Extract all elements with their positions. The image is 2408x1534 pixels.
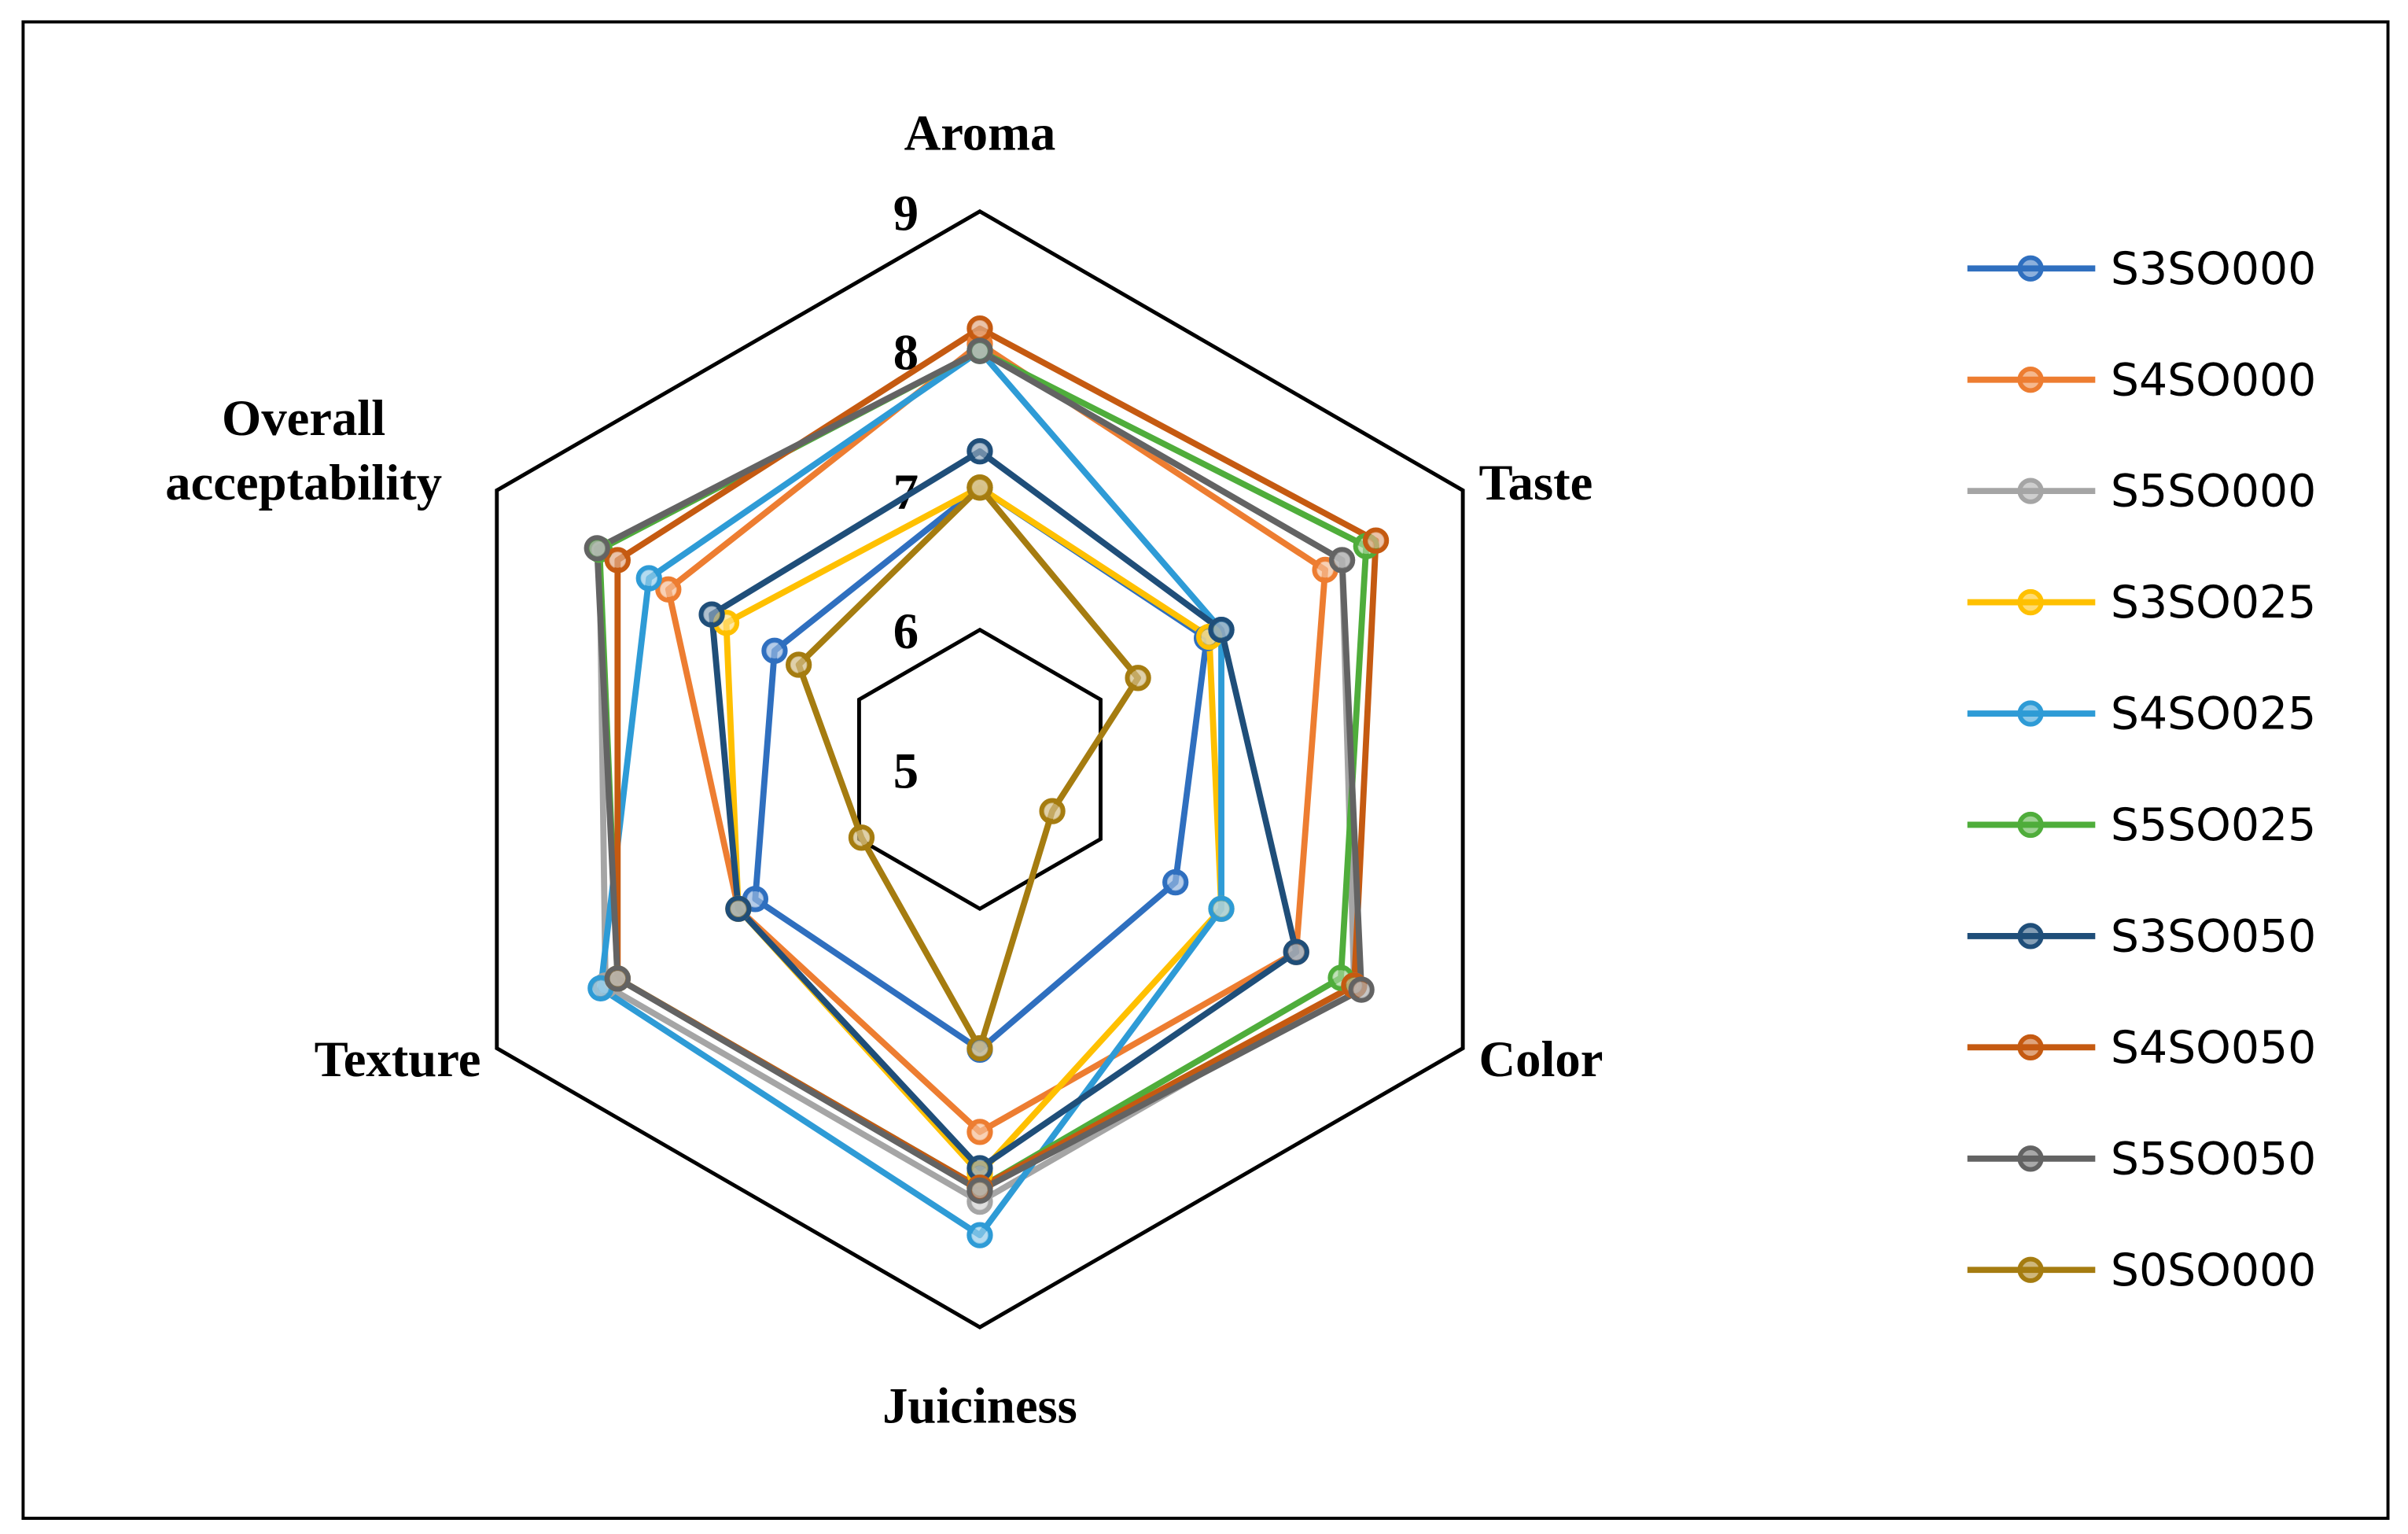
data-point-core [704,607,720,622]
data-point-core [609,552,626,568]
data-point [655,576,682,603]
legend-marker [2017,1145,2044,1172]
data-point [1283,938,1309,965]
data-point [1162,868,1189,896]
data-point-core [609,971,626,986]
data-point-core [1334,552,1350,568]
legend-label: S4SO025 [2111,688,2316,740]
data-point-core [972,1227,988,1243]
r-tick-label: 6 [893,603,919,659]
legend-marker [2017,700,2044,727]
data-point [967,1034,993,1062]
legend-marker [2017,255,2044,282]
legend-marker [2017,1034,2044,1061]
r-tick-label: 9 [893,184,919,241]
data-point [635,565,662,592]
legend-marker [2017,923,2044,950]
data-point-core [593,980,609,997]
legend-marker [2017,588,2044,616]
axis-label: Overall acceptability [165,389,442,511]
data-point [1362,527,1390,554]
data-point [1208,616,1235,643]
data-point-core [1167,874,1184,891]
data-point [785,651,812,678]
legend-marker [2017,1256,2044,1283]
data-point [967,1177,993,1204]
data-point-core [972,1182,988,1199]
legend-marker [2017,478,2044,504]
axis-label: Texture [315,1031,481,1087]
data-point [848,824,875,851]
data-point [967,337,993,364]
data-point-core [641,570,657,586]
data-point-core [972,1160,988,1176]
legend-marker [2017,367,2044,393]
grid-line [495,208,1465,1329]
data-point [1208,895,1235,922]
legend-marker [2017,811,2044,839]
grid-line [856,627,1103,912]
data-point-core [972,443,988,459]
legend-label: S5SO025 [2111,799,2316,851]
legend-label: S3SO050 [2111,910,2316,962]
legend-label: S3SO000 [2111,243,2316,295]
r-tick-label: 5 [893,742,919,798]
data-point-core [747,891,764,907]
data-point [698,601,725,628]
data-point [1039,798,1066,824]
data-point [967,474,993,501]
data-point-core [1288,944,1305,960]
data-point-core [972,480,988,496]
legend-label: S5SO000 [2111,466,2316,518]
data-point [604,965,631,992]
data-point-core [972,1040,988,1056]
data-point-core [853,830,870,846]
legend-label: S4SO000 [2111,354,2316,406]
data-point-core [972,1124,988,1140]
data-point [761,637,788,664]
frame [21,20,2390,1520]
data-point [1348,976,1375,1003]
data-point-core [1130,670,1146,686]
data-point-core [731,901,746,917]
legend-label: S5SO050 [2111,1133,2316,1185]
data-point-core [1044,803,1060,819]
axis-label: Juiciness [882,1377,1077,1434]
data-point-core [1368,533,1384,548]
axis-label: Color [1478,1031,1603,1087]
data-point [584,535,610,562]
legend-label: S4SO050 [2111,1022,2316,1074]
data-point [1125,665,1151,691]
data-point-core [972,320,988,337]
axis-label: Taste [1478,454,1592,511]
data-point-core [972,343,988,359]
data-point-core [767,643,782,659]
data-point-core [1353,982,1369,997]
axis-label: Aroma [904,104,1056,160]
data-point [967,1119,993,1145]
data-point [967,438,993,465]
data-point [604,547,631,573]
data-point-core [790,657,807,673]
legend-label: S0SO000 [2111,1245,2316,1296]
legend-label: S3SO025 [2111,577,2316,629]
data-point-core [661,581,676,598]
data-point-core [1213,621,1229,638]
data-point [967,1222,993,1248]
data-point-core [1317,562,1333,578]
data-point [725,895,752,922]
data-point [1328,547,1356,573]
data-point-core [589,540,606,556]
data-point-core [1213,901,1229,917]
